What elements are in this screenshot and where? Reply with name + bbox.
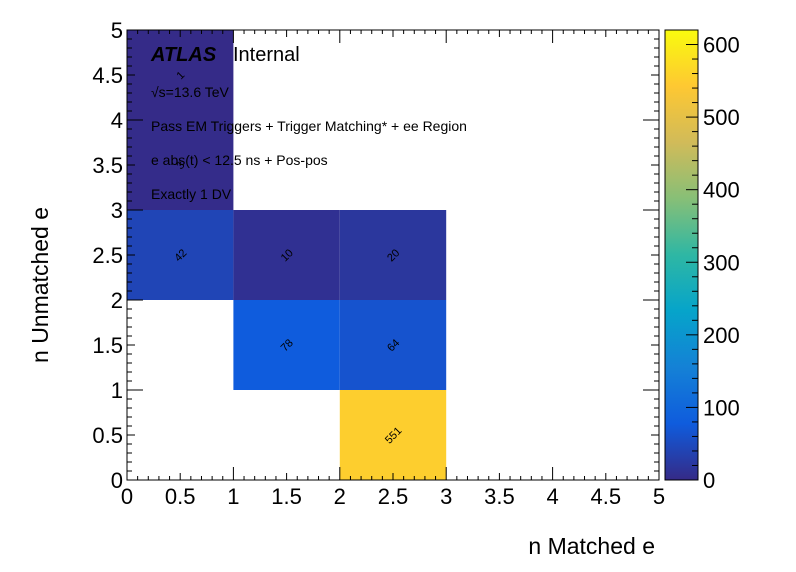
y-axis: 0 0.5 1 1.5 2 2.5 3 3.5 4 4.5 5 <box>92 18 659 493</box>
x-axis-title: n Matched e <box>528 533 655 559</box>
y-tick-label: 0 <box>111 468 123 493</box>
y-tick-label: 2.5 <box>92 243 123 268</box>
x-tick-label: 4.5 <box>591 484 622 509</box>
selection-line-2: e abs(t) < 12.5 ns + Pos-pos <box>151 152 328 168</box>
y-tick-label: 4.5 <box>92 63 123 88</box>
annotation-block: ATLAS Internal √s=13.6 TeV Pass EM Trigg… <box>150 44 467 202</box>
colorbar-tick-label: 500 <box>703 105 740 130</box>
colorbar-tick-label: 100 <box>703 395 740 420</box>
y-tick-label: 1 <box>111 378 123 403</box>
y-axis-title: n Unmatched e <box>27 207 53 363</box>
heatmap-cells <box>127 30 447 480</box>
y-tick-label: 4 <box>111 108 123 133</box>
x-tick-label: 1.5 <box>271 484 302 509</box>
colorbar <box>664 29 699 481</box>
heatmap-cell <box>339 210 447 300</box>
x-tick-label: 0.5 <box>165 484 196 509</box>
selection-line-1: Pass EM Triggers + Trigger Matching* + e… <box>151 118 467 134</box>
heatmap-cell <box>127 30 234 120</box>
x-tick-label: 5 <box>653 484 665 509</box>
colorbar-tick-label: 600 <box>703 33 740 58</box>
x-tick-label: 2.5 <box>378 484 409 509</box>
heatmap-cell <box>127 210 234 300</box>
internal-label: Internal <box>233 44 300 66</box>
x-tick-label: 4 <box>546 484 558 509</box>
colorbar-tick-label: 0 <box>703 468 715 493</box>
x-tick-label: 3 <box>440 484 452 509</box>
heatmap-cell <box>339 300 447 390</box>
colorbar-tick-label: 200 <box>703 323 740 348</box>
colorbar-axis: 0 100 200 300 400 500 600 <box>686 29 740 493</box>
y-tick-label: 5 <box>111 18 123 43</box>
y-tick-label: 0.5 <box>92 423 123 448</box>
y-tick-label: 3 <box>111 198 123 223</box>
selection-line-3: Exactly 1 DV <box>151 186 232 202</box>
x-tick-label: 3.5 <box>484 484 515 509</box>
x-tick-label: 0 <box>121 484 133 509</box>
colorbar-tick-label: 400 <box>703 178 740 203</box>
energy-label: √s=13.6 TeV <box>151 84 230 100</box>
heatmap-cell <box>339 390 447 480</box>
heatmap-cell <box>127 120 234 210</box>
heatmap-cell <box>233 300 340 390</box>
atlas-label: ATLAS <box>150 44 217 66</box>
y-tick-label: 1.5 <box>92 333 123 358</box>
x-tick-label: 2 <box>334 484 346 509</box>
x-tick-label: 1 <box>227 484 239 509</box>
y-tick-label: 3.5 <box>92 153 123 178</box>
y-tick-label: 2 <box>111 288 123 313</box>
x-axis: 0 0.5 1 1.5 2 2.5 3 3.5 4 4.5 5 <box>121 30 665 509</box>
heatmap-cell <box>233 210 340 300</box>
colorbar-tick-label: 300 <box>703 250 740 275</box>
